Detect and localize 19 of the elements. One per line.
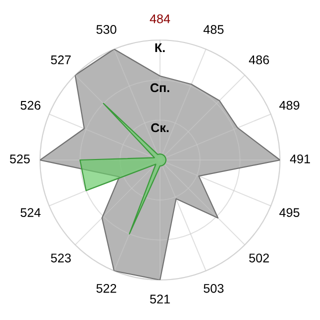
spoke-label: 522 [96, 284, 116, 293]
spoke-label: 502 [249, 254, 269, 262]
spoke-label: 484 [150, 14, 170, 24]
y-tick-label: К. [155, 43, 165, 52]
spoke-label: 489 [279, 100, 300, 110]
y-tick-label: Сп. [150, 83, 170, 92]
spoke-label: 485 [203, 25, 224, 34]
spoke-label: 526 [20, 100, 40, 110]
spoke-label: 503 [204, 284, 224, 293]
spoke-label: 495 [279, 208, 300, 217]
spoke-label: 521 [150, 294, 170, 304]
spoke-label: 524 [20, 208, 41, 217]
spoke-label: 491 [290, 154, 310, 164]
spoke-label: 527 [50, 55, 71, 64]
y-tick-label: Ск. [151, 123, 169, 132]
spoke-label: 523 [50, 254, 71, 262]
spoke-label: 525 [10, 154, 30, 164]
spoke-label: 486 [248, 55, 269, 64]
spoke-label: 530 [96, 25, 116, 34]
